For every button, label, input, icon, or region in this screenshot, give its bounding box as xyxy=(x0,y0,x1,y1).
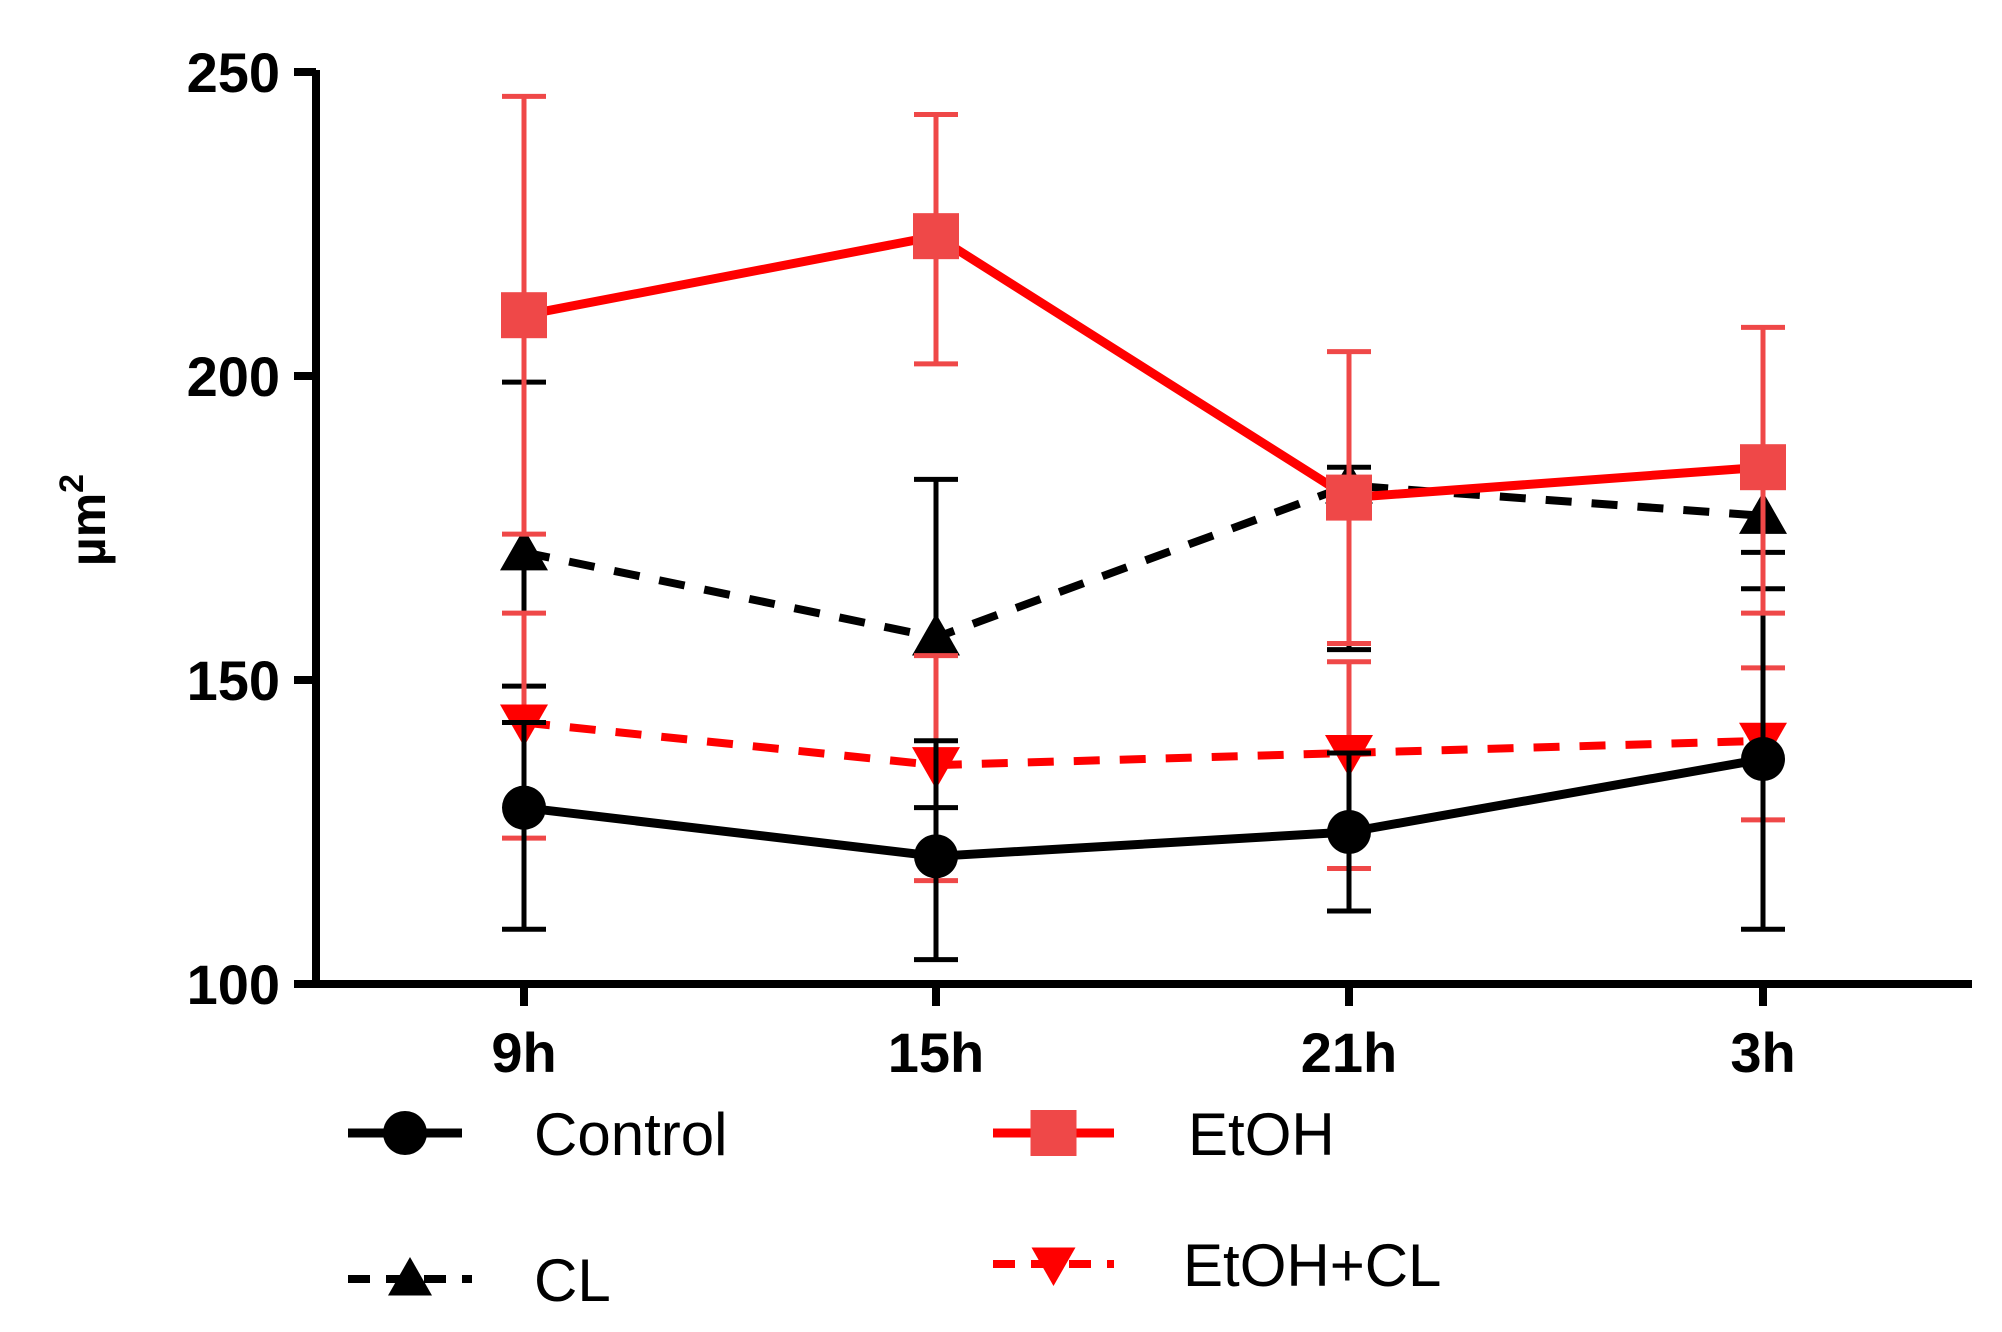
legend-marker xyxy=(383,1111,427,1155)
y-tick-label: 200 xyxy=(187,345,280,408)
y-tick-label: 150 xyxy=(187,649,280,712)
data-point xyxy=(1740,444,1786,490)
legend-label: EtOH+CL xyxy=(1183,1232,1441,1299)
data-point xyxy=(1326,475,1372,521)
legend-item-cl: CL xyxy=(348,1247,611,1314)
x-tick-label: 3h xyxy=(1730,1021,1795,1084)
legend-label: Control xyxy=(534,1101,727,1168)
legend-label: EtOH xyxy=(1188,1101,1335,1168)
x-tick-label: 15h xyxy=(888,1021,985,1084)
data-point xyxy=(502,786,546,830)
data-point xyxy=(1741,737,1785,781)
y-axis-label: µm2 xyxy=(53,474,116,566)
series-line xyxy=(524,759,1763,856)
x-tick-label: 21h xyxy=(1301,1021,1398,1084)
series-etoh xyxy=(501,96,1786,643)
data-point xyxy=(914,834,958,878)
legend-item-control: Control xyxy=(348,1101,727,1168)
ticks-layer: 100 150 200 250 9h 15h 21h 3h xyxy=(187,41,1796,1084)
series-line xyxy=(524,236,1763,497)
data-point xyxy=(1327,810,1371,854)
series-layer xyxy=(500,96,1787,959)
series-line xyxy=(524,485,1763,637)
chart: 100 150 200 250 9h 15h 21h 3h µm2 Control EtOH CL… xyxy=(0,0,2002,1332)
legend-item-etoh-cl: EtOH+CL xyxy=(993,1232,1441,1299)
series-line xyxy=(524,723,1763,766)
legend-label: CL xyxy=(534,1247,611,1314)
legend: Control EtOH CL EtOH+CL xyxy=(348,1101,1441,1314)
legend-marker xyxy=(1031,1110,1077,1156)
legend-item-etoh: EtOH xyxy=(993,1101,1335,1168)
y-tick-label: 250 xyxy=(187,41,280,104)
y-tick-label: 100 xyxy=(187,953,280,1016)
data-point xyxy=(913,213,959,259)
data-point xyxy=(501,292,547,338)
x-tick-label: 9h xyxy=(491,1021,556,1084)
series-control xyxy=(502,589,1785,960)
